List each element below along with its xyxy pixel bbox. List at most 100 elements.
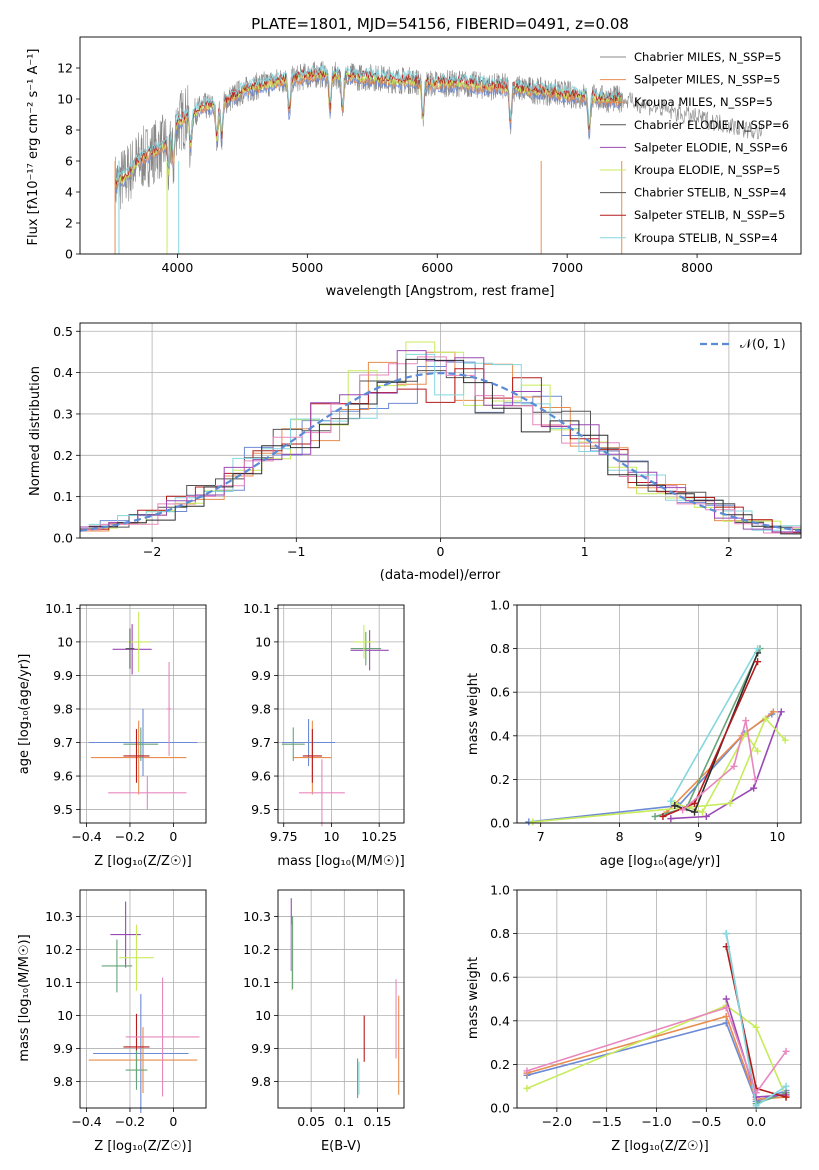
legend-entry: Salpeter MILES, N_SSP=5 [634,73,780,87]
y-tick-label: 10.1 [243,601,271,616]
age-mass-xlabel: mass [log₁₀(M/M☉)] [277,854,404,869]
x-tick-label: 10 [769,829,785,844]
mass-weight-marker [762,714,769,722]
x-tick-label: 4000 [162,260,194,275]
mass-weight-marker [782,1047,790,1055]
mass-weight-marker [754,747,762,755]
observed-spectrum [114,60,622,217]
y-tick-label: 9.9 [53,1041,73,1056]
mass-ebv-xlabel: E(B-V) [321,1139,361,1154]
mass-weight-marker [667,815,675,823]
x-tick-label: −0.5 [691,1114,721,1129]
spectrum-legend: Chabrier MILES, N_SSP=5 Salpeter MILES, N… [600,50,789,245]
y-tick-label: 10.3 [243,909,271,924]
mass-weight-marker [754,645,762,653]
mw-age-xlabel: age [log₁₀(age/yr)] [600,854,721,869]
mass-weight-marker [742,717,750,725]
spectrum-plot: 4000 5000 6000 7000 8000 0 2 4 6 8 10 12 [57,36,802,275]
mw-z-xlabel: Z [log₁₀(Z/Z☉)] [611,1139,708,1154]
histogram-ylabel: Normed distribution [28,366,43,496]
residual-histogram-panel: −2 −1 0 1 2 0.0 0.1 0.2 0.3 0.4 0.5 (data-model)/e… [28,322,802,583]
residual-histogram [88,358,801,535]
x-tick-label: −1.5 [592,1114,622,1129]
y-tick-label: 0.0 [490,1101,510,1116]
axes-frame [277,889,405,1109]
y-tick-label: 10.2 [243,942,271,957]
mass-weight-marker [782,1082,790,1090]
y-tick-label: 10 [57,92,73,107]
mass-weight-marker [750,784,758,792]
histogram-xlabel: (data-model)/error [380,568,501,583]
y-tick-label: 0 [65,247,73,262]
y-tick-label: 4 [65,185,73,200]
x-tick-label: 9.75 [270,829,298,844]
model-spectrum [114,64,623,182]
spectrum-ylabel: Flux [fλ10⁻¹⁷ erg cm⁻² s⁻¹ A⁻¹] [26,49,41,246]
x-tick-label: 5000 [291,260,323,275]
mass-weight-marker [679,806,687,814]
y-tick-label: 9.8 [53,1074,73,1089]
y-tick-label: 9.9 [53,668,73,683]
mass-vs-ebv-panel: 0.05 0.1 0.15 9.8 9.9 10 10.1 10.2 10.3 [243,889,405,1129]
y-tick-label: 0.4 [490,1013,510,1028]
mw-z-ylabel: mass weight [466,957,481,1039]
legend-entry: Chabrier MILES, N_SSP=5 [634,50,781,64]
mass-weight-marker [691,799,698,807]
x-tick-label: 6000 [421,260,453,275]
mass-weight-marker [523,1067,531,1075]
mass-weight-line [682,720,756,811]
mass-weight-marker [698,808,706,816]
axes-frame [79,322,802,539]
y-tick-label: 9.8 [251,701,271,716]
spectrum-panel: PLATE=1801, MJD=54156, FIBERID=0491, z=0… [26,15,802,299]
y-tick-label: 0.0 [53,531,73,546]
y-tick-label: 0.4 [53,365,73,380]
mass-weight-marker [752,1089,760,1097]
mass-weight-marker [529,818,537,826]
mass-z-ylabel: mass [log₁₀(M/M☉)] [17,934,32,1061]
mass-weight-marker [726,799,734,807]
x-tick-label: 0.1 [334,1114,354,1129]
x-tick-label: −0.2 [115,1114,145,1129]
y-tick-label: 1.0 [490,598,510,613]
y-tick-label: 9.7 [53,735,73,750]
y-tick-label: 9.9 [251,1041,271,1056]
y-tick-label: 2 [65,216,73,231]
axes-frame [277,604,405,824]
mass-weight-vs-age-panel: 7 8 9 10 0.0 0.2 0.4 0.6 0.8 1.0 [490,598,802,844]
y-tick-label: 8 [65,123,73,138]
axes-frame [79,889,207,1109]
x-tick-label: 8000 [681,260,713,275]
axes-frame [516,604,802,824]
y-tick-label: 9.6 [251,769,271,784]
x-tick-label: 0.05 [297,1114,325,1129]
mass-z-xlabel: Z [log₁₀(Z/Z☉)] [94,1139,191,1154]
observed-spectrum-tail [618,91,763,140]
mass-weight-marker [671,802,679,810]
spectrum-xlabel: wavelength [Angstrom, rest frame] [326,284,555,299]
legend-entry: Kroupa STELIB, N_SSP=4 [634,231,778,245]
x-tick-label: 8 [616,829,624,844]
axes-frame [516,889,802,1109]
age-vs-metallicity-panel: −0.4 −0.2 0 9.5 9.6 9.7 9.8 9.9 10 10.1 [45,601,207,844]
y-tick-label: 9.8 [251,1074,271,1089]
age-vs-mass-panel: 9.75 10 10.25 9.5 9.6 9.7 9.8 9.9 10 10.1 [243,601,405,844]
legend-entry: Kroupa MILES, N_SSP=5 [634,95,773,109]
age-z-xlabel: Z [log₁₀(Z/Z☉)] [94,854,191,869]
mw-age-ylabel: mass weight [466,673,481,755]
y-tick-label: 9.6 [53,769,73,784]
y-tick-label: 10.1 [45,601,73,616]
mass-weight-marker [782,1093,790,1101]
mass-weight-marker [722,995,730,1003]
y-tick-label: 0.8 [490,641,510,656]
mass-weight-marker [769,708,777,716]
mass-weight-line [526,1006,787,1095]
mass-weight-marker [722,930,730,938]
x-tick-label: 0.0 [746,1114,766,1129]
legend-entry: Salpeter ELODIE, N_SSP=6 [634,140,788,154]
mass-weight-marker [754,658,762,666]
x-tick-label: −1.0 [641,1114,671,1129]
y-tick-label: 10 [57,1008,73,1023]
y-tick-label: 6 [65,154,73,169]
